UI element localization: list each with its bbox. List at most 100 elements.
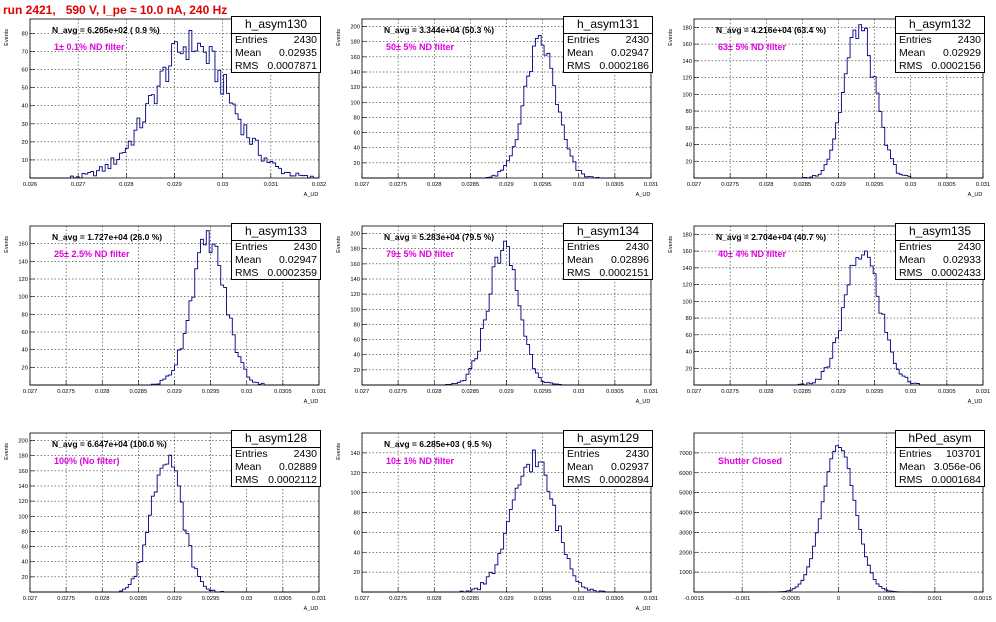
x-tick-label: 0.0005: [878, 596, 896, 602]
x-axis-label: A_UD: [968, 192, 983, 198]
stat-value: 2430: [625, 241, 649, 253]
x-tick-label: 0.03: [217, 182, 228, 188]
x-tick-label: 0.028: [759, 182, 774, 188]
y-tick-label: 100: [350, 307, 360, 313]
histogram-panel: 0.027 0.0275 0.028 0.0285 0.029 0.0295 0.03 0.0…: [664, 207, 996, 414]
histogram-panel: 0.027 0.0275 0.028 0.0285 0.029 0.0295 0.03 0.0…: [332, 414, 664, 621]
x-tick-label: 0.0275: [389, 182, 407, 188]
y-tick-label: 20: [22, 575, 28, 581]
stat-value: 0.02937: [611, 461, 649, 473]
x-tick-label: 0.027: [355, 389, 370, 395]
y-axis-label: Events: [4, 236, 10, 253]
x-tick-label: 0.03: [573, 389, 584, 395]
y-tick-label: 7000: [679, 451, 692, 457]
stats-box: hPed_asym Entries 103701 Mean 3.056e-06 RMS 0.…: [895, 430, 985, 487]
n-avg-label: N_avg = 5.283e+04 (79.5 %): [384, 232, 495, 242]
stats-row-entries: Entries 103701: [896, 448, 984, 461]
y-axis-label: Events: [336, 443, 342, 460]
y-tick-label: 140: [18, 484, 28, 490]
y-tick-label: 30: [22, 122, 28, 128]
stat-value: 103701: [945, 448, 981, 460]
y-tick-label: 20: [354, 570, 360, 576]
x-axis-label: A_UD: [636, 606, 651, 612]
stat-value: 2430: [625, 448, 649, 460]
x-axis-label: A_UD: [968, 399, 983, 405]
histogram-panel: -0.0015 -0.001 -0.0005 0 0.0005 0.001 0.0015 10…: [664, 414, 996, 621]
stats-row-entries: Entries 2430: [896, 241, 984, 254]
x-tick-label: 0.0285: [462, 389, 480, 395]
stats-row-entries: Entries 2430: [896, 34, 984, 47]
x-tick-label: 0.031: [264, 182, 279, 188]
stats-row-rms: RMS 0.0002112: [232, 474, 320, 487]
histogram-plot: 0.027 0.0275 0.028 0.0285 0.029 0.0295 0.03 0.0…: [4, 225, 326, 405]
stat-key: RMS: [567, 60, 591, 72]
stats-box: h_asym133 Entries 2430 Mean 0.02947 RMS 0.0002…: [231, 223, 321, 280]
histogram-panel: 0.027 0.0275 0.028 0.0285 0.029 0.0295 0.03 0.0…: [332, 207, 664, 414]
stat-value: 0.0002359: [267, 267, 317, 279]
y-tick-label: 4000: [679, 511, 692, 517]
histogram-line: [30, 30, 319, 179]
y-tick-label: 120: [350, 85, 360, 91]
stats-row-mean: Mean 0.02935: [232, 47, 320, 60]
y-tick-label: 60: [686, 126, 692, 132]
y-tick-label: 3000: [679, 530, 692, 536]
x-tick-label: 0.031: [644, 182, 659, 188]
run-title: run 2421, 590 V, I_pe ≈ 10.0 nA, 240 Hz: [3, 3, 228, 17]
y-tick-label: 160: [682, 249, 692, 255]
stat-value: 0.0002433: [931, 267, 981, 279]
x-tick-label: 0.032: [312, 182, 327, 188]
stat-value: 2430: [957, 241, 981, 253]
histogram-plot: 0.026 0.027 0.028 0.029 0.03 0.031 0.032 10 20 30…: [4, 18, 327, 198]
y-tick-label: 40: [686, 350, 692, 356]
n-avg-label: N_avg = 6.285e+03 ( 9.5 %): [384, 439, 492, 449]
stat-value: 0.0002112: [268, 474, 317, 486]
x-tick-label: 0.0285: [462, 596, 480, 602]
stats-row-rms: RMS 0.0002894: [564, 474, 652, 487]
stats-box: h_asym132 Entries 2430 Mean 0.02929 RMS 0.0002…: [895, 16, 985, 73]
stat-value: 2430: [293, 241, 317, 253]
y-tick-label: 100: [350, 491, 360, 497]
x-tick-label: 0.031: [976, 389, 991, 395]
stat-value: 0.02947: [611, 47, 649, 59]
x-tick-label: 0.0275: [389, 596, 407, 602]
stat-value: 2430: [957, 34, 981, 46]
filter-note: 79± 5% ND filter: [386, 249, 454, 259]
histogram-name: h_asym128: [232, 431, 320, 448]
stat-key: Mean: [899, 254, 926, 266]
stat-key: RMS: [567, 474, 591, 486]
x-tick-label: 0.029: [831, 182, 846, 188]
stat-value: 0.02935: [279, 47, 317, 59]
x-tick-label: 0.028: [427, 389, 442, 395]
y-tick-label: 40: [22, 348, 28, 354]
x-tick-label: 0.027: [23, 596, 38, 602]
x-tick-label: 0: [837, 596, 840, 602]
y-tick-label: 140: [350, 277, 360, 283]
y-tick-label: 80: [686, 316, 692, 322]
x-axis-label: A_UD: [636, 399, 651, 405]
x-tick-label: 0.0305: [938, 182, 956, 188]
x-tick-label: 0.027: [687, 389, 702, 395]
x-tick-label: 0.028: [427, 596, 442, 602]
stats-row-rms: RMS 0.0007871: [232, 60, 320, 73]
y-tick-label: 20: [354, 368, 360, 374]
y-tick-label: 120: [18, 499, 28, 505]
x-tick-label: 0.026: [23, 182, 38, 188]
y-axis-label: Events: [4, 443, 10, 460]
x-tick-label: 0.03: [573, 596, 584, 602]
stat-value: 3.056e-06: [933, 461, 981, 473]
filter-note: 40± 4% ND filter: [718, 249, 786, 259]
y-tick-label: 140: [682, 266, 692, 272]
histogram-panel: 0.027 0.0275 0.028 0.0285 0.029 0.0295 0.03 0.0…: [332, 0, 664, 207]
y-tick-label: 80: [354, 322, 360, 328]
stat-key: RMS: [235, 60, 259, 72]
stat-value: 2430: [625, 34, 649, 46]
stats-row-entries: Entries 2430: [232, 448, 320, 461]
stat-key: Entries: [567, 241, 600, 253]
y-axis-label: Events: [336, 236, 342, 253]
y-tick-label: 100: [350, 100, 360, 106]
histogram-name: h_asym135: [896, 224, 984, 241]
y-tick-label: 140: [350, 70, 360, 76]
stat-value: 0.0002186: [599, 60, 649, 72]
stats-box: h_asym135 Entries 2430 Mean 0.02933 RMS 0.0002…: [895, 223, 985, 280]
histogram-name: hPed_asym: [896, 431, 984, 448]
